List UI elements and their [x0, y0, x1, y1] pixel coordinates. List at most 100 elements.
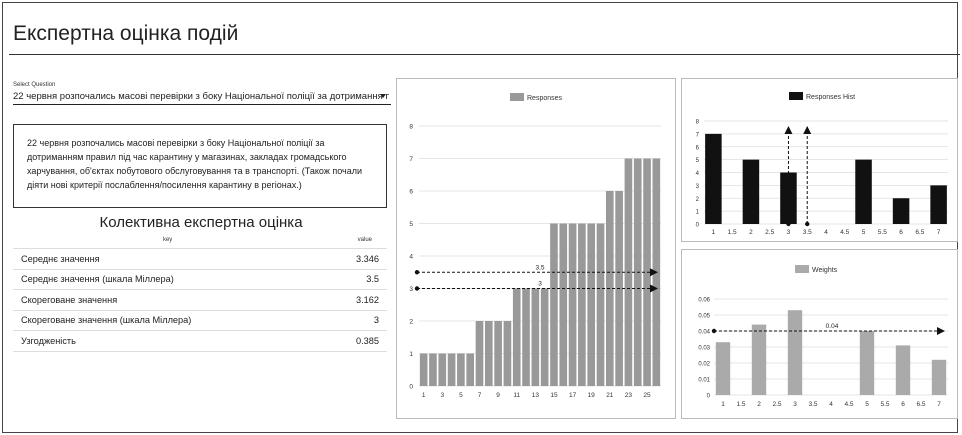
- x-tick-label: 6.5: [916, 401, 925, 408]
- bar: [503, 321, 512, 386]
- x-tick-label: 11: [513, 392, 520, 399]
- bar: [475, 321, 484, 386]
- column-key: key: [13, 232, 323, 249]
- bar: [550, 223, 558, 386]
- x-tick-label: 23: [625, 392, 633, 399]
- y-tick-label: 0: [707, 394, 711, 400]
- reference-dot: [414, 270, 420, 275]
- row-value: 3: [322, 310, 387, 331]
- column-value: value: [322, 232, 387, 249]
- y-tick-label: 4: [696, 171, 700, 177]
- description-text: 22 червня розпочались масові перевірки з…: [27, 138, 362, 190]
- x-tick-label: 2.5: [772, 401, 781, 408]
- y-tick-label: 7: [409, 156, 413, 163]
- y-tick-label: 0.02: [698, 362, 710, 368]
- bar: [787, 310, 803, 395]
- row-key: Скореговане значення (шкала Міллера): [13, 310, 323, 331]
- table-row: Середнє значення 3.346: [13, 248, 387, 270]
- x-tick-label: 15: [550, 392, 558, 399]
- x-tick-label: 1: [721, 401, 725, 408]
- table-row: Скореговане значення (шкала Міллера) 3: [13, 310, 387, 331]
- x-tick-label: 5: [459, 392, 463, 399]
- x-tick-label: 1: [422, 392, 426, 399]
- y-tick-label: 6: [696, 145, 700, 151]
- reference-dot: [711, 328, 717, 334]
- row-value: 0.385: [322, 330, 387, 352]
- bar: [484, 321, 493, 386]
- bar: [751, 324, 767, 395]
- x-tick-label: 2: [757, 401, 761, 408]
- x-tick-label: 13: [532, 392, 540, 399]
- x-tick-label: 19: [588, 392, 596, 399]
- collective-table: key value Середнє значення 3.346 Середнє …: [13, 232, 387, 352]
- legend-swatch: [795, 265, 809, 273]
- row-key: Узгодженість: [13, 330, 323, 352]
- legend-label: Responses: [527, 95, 563, 102]
- x-tick-label: 4.5: [840, 229, 849, 236]
- bar: [540, 288, 549, 386]
- x-tick-label: 7: [937, 401, 941, 408]
- y-tick-label: 0.01: [698, 378, 710, 384]
- table-row: Середнє значення (шкала Міллера) 3.5: [13, 269, 387, 290]
- bar: [931, 359, 947, 395]
- x-tick-label: 1: [712, 229, 716, 236]
- row-key: Середнє значення (шкала Міллера): [13, 269, 323, 290]
- y-tick-label: 5: [409, 221, 413, 228]
- x-tick-label: 9: [496, 392, 500, 399]
- y-tick-label: 0.06: [698, 298, 710, 304]
- x-tick-label: 3.5: [808, 401, 817, 408]
- row-value: 3.162: [322, 289, 387, 311]
- row-key: Середнє значення: [13, 248, 323, 270]
- bar: [742, 159, 760, 224]
- bar: [522, 288, 530, 386]
- table-row: Узгодженість 0.385: [13, 330, 387, 352]
- x-tick-label: 5: [865, 401, 869, 408]
- chevron-down-icon[interactable]: [380, 94, 386, 98]
- x-tick-label: 3: [440, 392, 444, 399]
- y-tick-label: 0.05: [698, 314, 710, 320]
- title-divider: [9, 54, 960, 55]
- y-tick-label: 1: [409, 351, 413, 358]
- x-tick-label: 3: [787, 229, 791, 236]
- question-select[interactable]: 22 червня розпочались масові перевірки з…: [13, 91, 389, 102]
- y-tick-label: 7: [696, 132, 700, 138]
- legend-swatch: [789, 92, 803, 100]
- x-tick-label: 17: [569, 392, 577, 399]
- x-tick-label: 1.5: [736, 401, 745, 408]
- bar: [512, 288, 521, 386]
- bar: [892, 198, 910, 224]
- y-tick-label: 0: [409, 384, 413, 391]
- bar: [494, 321, 502, 386]
- question-description: 22 червня розпочались масові перевірки з…: [13, 124, 387, 208]
- legend-swatch: [510, 93, 524, 101]
- bar: [715, 342, 731, 395]
- y-tick-label: 3: [696, 184, 700, 190]
- y-tick-label: 0.04: [698, 330, 710, 336]
- bar: [419, 353, 428, 386]
- row-value: 3.5: [322, 269, 387, 290]
- responses-hist-panel: Responses Hist 0 1 2 3 4 5 6 7 8 1 1.5 2 2.5 3 3.5 4 4.5 5…: [681, 78, 958, 242]
- weights-chart: Weights 0 0.01 0.02 0.03 0.04 0.05 0.06 1 1.5 2 2.5…: [698, 265, 948, 408]
- table-row: Скореговане значення 3.162: [13, 289, 387, 311]
- marker-dot: [805, 221, 810, 227]
- x-tick-label: 6.5: [915, 229, 924, 236]
- y-tick-label: 2: [409, 319, 413, 326]
- bar: [587, 223, 596, 386]
- x-tick-label: 5.5: [878, 229, 887, 236]
- bar: [429, 353, 437, 386]
- y-tick-label: 8: [409, 124, 413, 131]
- table-header: key value: [13, 232, 387, 249]
- select-underline: [13, 104, 391, 105]
- legend-label: Weights: [812, 267, 838, 274]
- marker-dot: [786, 221, 791, 227]
- bar: [596, 223, 605, 386]
- x-tick-label: 7: [937, 229, 941, 236]
- x-tick-label: 3.5: [803, 229, 812, 236]
- row-value: 3.346: [322, 248, 387, 270]
- bar: [895, 345, 911, 395]
- bar: [568, 223, 577, 386]
- bar: [466, 353, 475, 386]
- y-tick-label: 0.03: [698, 346, 710, 352]
- reference-label: 3: [538, 281, 542, 288]
